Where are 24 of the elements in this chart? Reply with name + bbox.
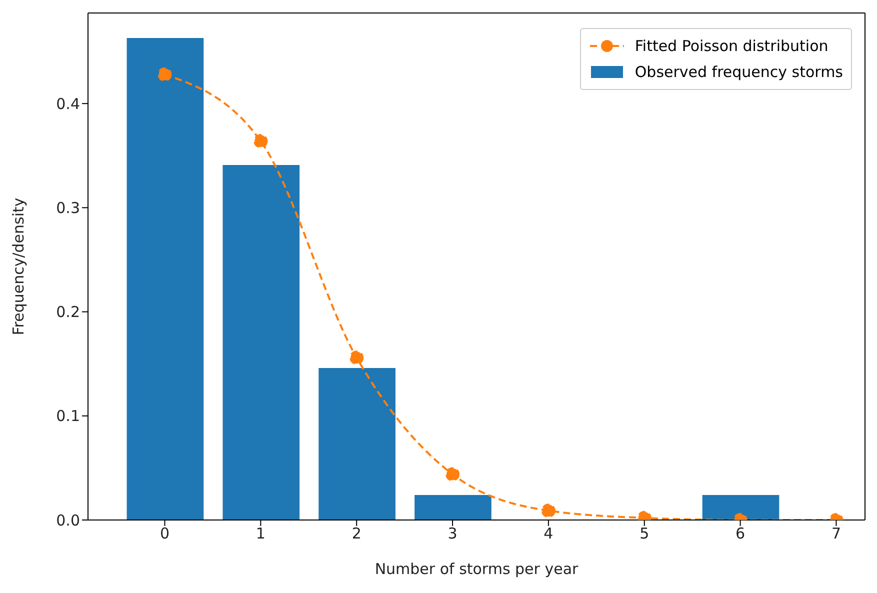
point bbox=[254, 134, 268, 148]
bar bbox=[126, 38, 204, 520]
y-tick-label: 0.4 bbox=[56, 94, 80, 113]
y-tick-label: 0.0 bbox=[56, 511, 80, 530]
x-tick-label: 5 bbox=[640, 524, 650, 543]
x-tick-label: 7 bbox=[831, 524, 841, 543]
legend-label: Fitted Poisson distribution bbox=[634, 36, 828, 57]
x-tick-label: 2 bbox=[352, 524, 362, 543]
bar bbox=[318, 368, 396, 520]
bar bbox=[222, 164, 300, 520]
x-axis-title: Number of storms per year bbox=[374, 560, 580, 578]
x-tick-label: 0 bbox=[160, 524, 170, 543]
legend-label: Observed frequency storms bbox=[634, 62, 843, 83]
x-tick-label: 6 bbox=[736, 524, 746, 543]
x-tick-label: 3 bbox=[448, 524, 458, 543]
x-tick-label: 1 bbox=[256, 524, 266, 543]
x-tick-label: 4 bbox=[544, 524, 554, 543]
y-tick-label: 0.3 bbox=[56, 199, 80, 218]
point bbox=[158, 67, 172, 82]
y-axis-title: Frequency/density bbox=[9, 198, 28, 336]
y-tick-label: 0.1 bbox=[56, 407, 80, 426]
y-tick-label: 0.2 bbox=[56, 303, 80, 322]
bar bbox=[702, 495, 780, 520]
bar bbox=[414, 495, 492, 520]
